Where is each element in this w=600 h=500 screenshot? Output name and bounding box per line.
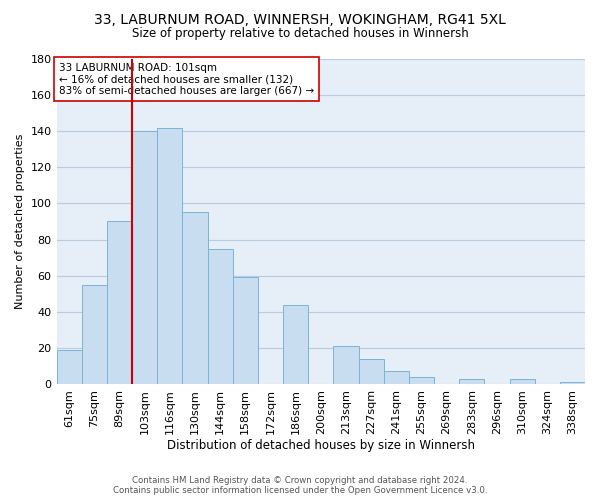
Bar (509, 378, 535, 384)
Bar (56, 350, 82, 384)
Bar (82, 284, 107, 384)
Bar (283, 304, 308, 384)
Y-axis label: Number of detached properties: Number of detached properties (15, 134, 25, 309)
Text: Size of property relative to detached houses in Winnersh: Size of property relative to detached ho… (131, 28, 469, 40)
Text: 33, LABURNUM ROAD, WINNERSH, WOKINGHAM, RG41 5XL: 33, LABURNUM ROAD, WINNERSH, WOKINGHAM, … (94, 12, 506, 26)
Bar (334, 346, 359, 384)
Bar (233, 278, 258, 384)
Bar (560, 382, 585, 384)
Text: 33 LABURNUM ROAD: 101sqm
← 16% of detached houses are smaller (132)
83% of semi-: 33 LABURNUM ROAD: 101sqm ← 16% of detach… (59, 62, 314, 96)
X-axis label: Distribution of detached houses by size in Winnersh: Distribution of detached houses by size … (167, 440, 475, 452)
Bar (409, 376, 434, 384)
Bar (359, 358, 383, 384)
Bar (107, 222, 132, 384)
Bar (208, 248, 233, 384)
Bar (383, 372, 409, 384)
Bar (157, 128, 182, 384)
Bar (459, 378, 484, 384)
Bar (132, 131, 157, 384)
Text: Contains HM Land Registry data © Crown copyright and database right 2024.
Contai: Contains HM Land Registry data © Crown c… (113, 476, 487, 495)
Bar (182, 212, 208, 384)
